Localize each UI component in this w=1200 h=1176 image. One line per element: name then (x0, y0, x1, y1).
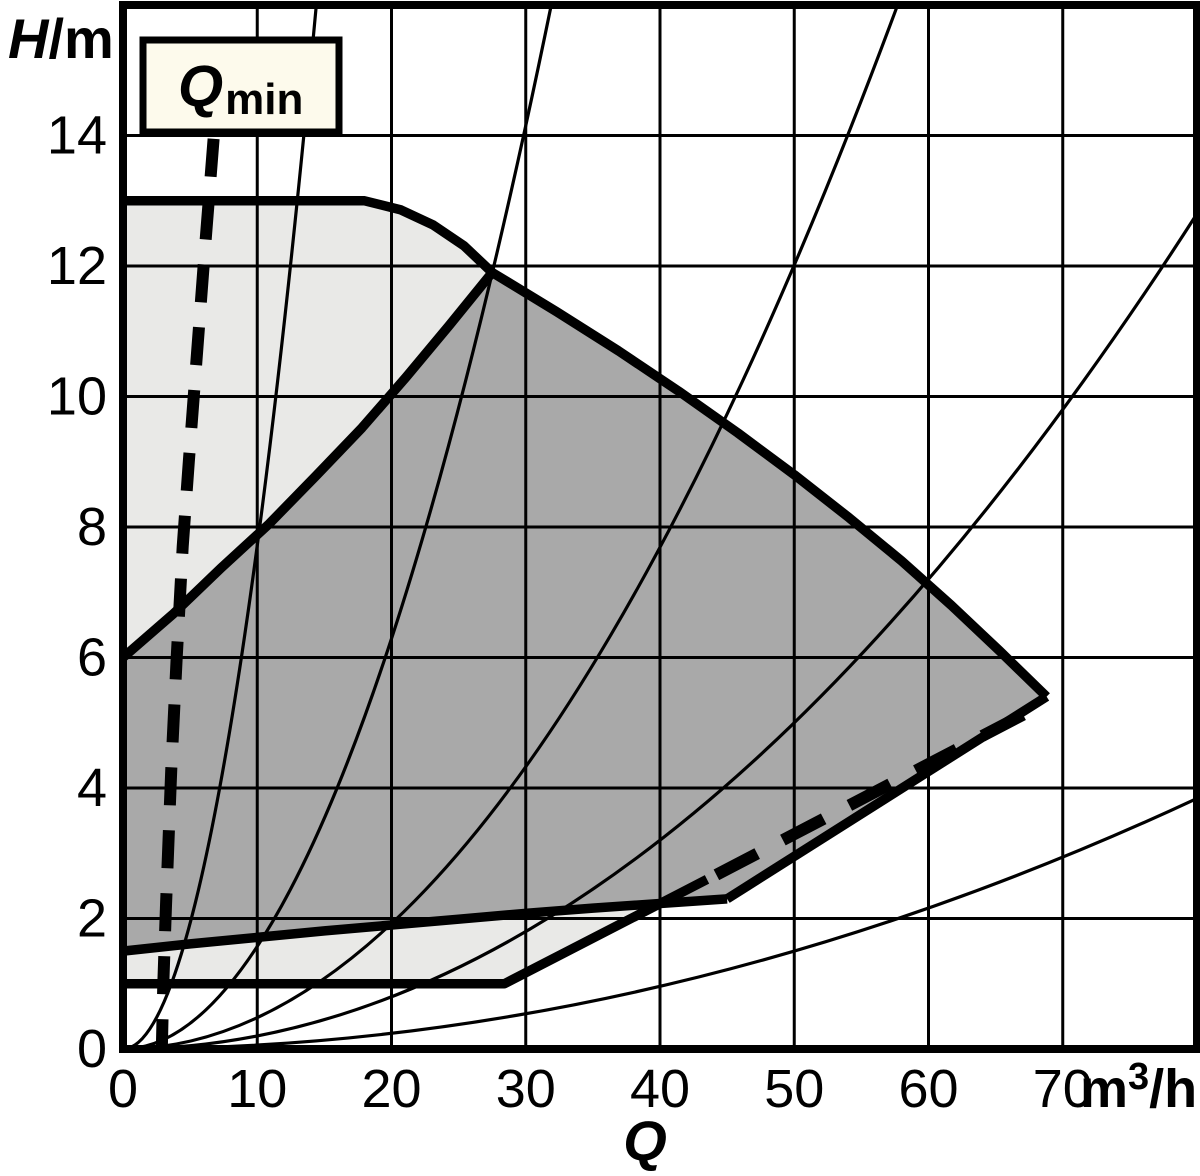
x-tick-label: 40 (630, 1059, 690, 1119)
x-tick-label: 50 (764, 1059, 824, 1119)
x-tick-label: 60 (898, 1059, 958, 1119)
upper-envelope-top (123, 196, 496, 276)
shaded-regions (123, 200, 1047, 984)
system-curve-4 (122, 212, 1199, 1051)
lower-envelope-a (122, 894, 728, 956)
y-axis-title-symbol: H (8, 7, 50, 70)
y-tick-label: 10 (47, 367, 107, 427)
y-tick-labels: 0 2 4 6 8 10 12 14 (47, 106, 107, 1080)
lower-envelope-b (123, 875, 710, 989)
qmin-label: Qmin (178, 54, 303, 124)
y-axis-title: H/m (8, 7, 114, 70)
system-curve-5 (122, 796, 1198, 1051)
y-axis-title-unit: /m (48, 7, 113, 70)
system-curve-3 (122, 4, 900, 1051)
y-tick-label: 14 (47, 106, 107, 166)
x-tick-label: 30 (496, 1059, 556, 1119)
system-curve-2 (122, 4, 553, 1051)
x-tick-label: 10 (227, 1059, 287, 1119)
qmin-limit-line (155, 138, 220, 1046)
plot-frame (119, 1, 1200, 1053)
x-unit-per-hour: /h (1149, 1059, 1197, 1119)
x-tick-labels: 0 10 20 30 40 50 60 70 (108, 1059, 1093, 1119)
x-tick-label: 70 (1033, 1059, 1093, 1119)
upper-light-region (123, 200, 493, 658)
y-tick-label: 8 (77, 497, 107, 557)
y-tick-label: 0 (77, 1019, 107, 1079)
dashed-limit-lines (155, 138, 1046, 1046)
x-unit-m: m (1080, 1059, 1128, 1119)
x-tick-label: 0 (108, 1059, 138, 1119)
qmin-label-box: Qmin (139, 36, 343, 136)
qmin-label-sub: min (225, 75, 303, 124)
diagonal-separator (119, 269, 496, 662)
qmin-label-q: Q (178, 54, 223, 119)
system-curves (122, 4, 1199, 1051)
x-tick-label: 20 (361, 1059, 421, 1119)
lower-dashed-limit (713, 699, 1046, 881)
y-tick-label: 4 (77, 758, 107, 818)
dark-top-curve (489, 268, 1050, 701)
y-tick-label: 2 (77, 889, 107, 949)
system-curve-1 (122, 4, 318, 1051)
x-unit-superscript-3: 3 (1128, 1056, 1149, 1098)
x-axis-title: Q (623, 1109, 667, 1172)
y-tick-label: 12 (47, 236, 107, 296)
y-tick-label: 6 (77, 628, 107, 688)
gridlines (123, 5, 1197, 1049)
qmin-box-rect (139, 36, 343, 136)
x-axis-unit: m3/h (1080, 1056, 1197, 1119)
